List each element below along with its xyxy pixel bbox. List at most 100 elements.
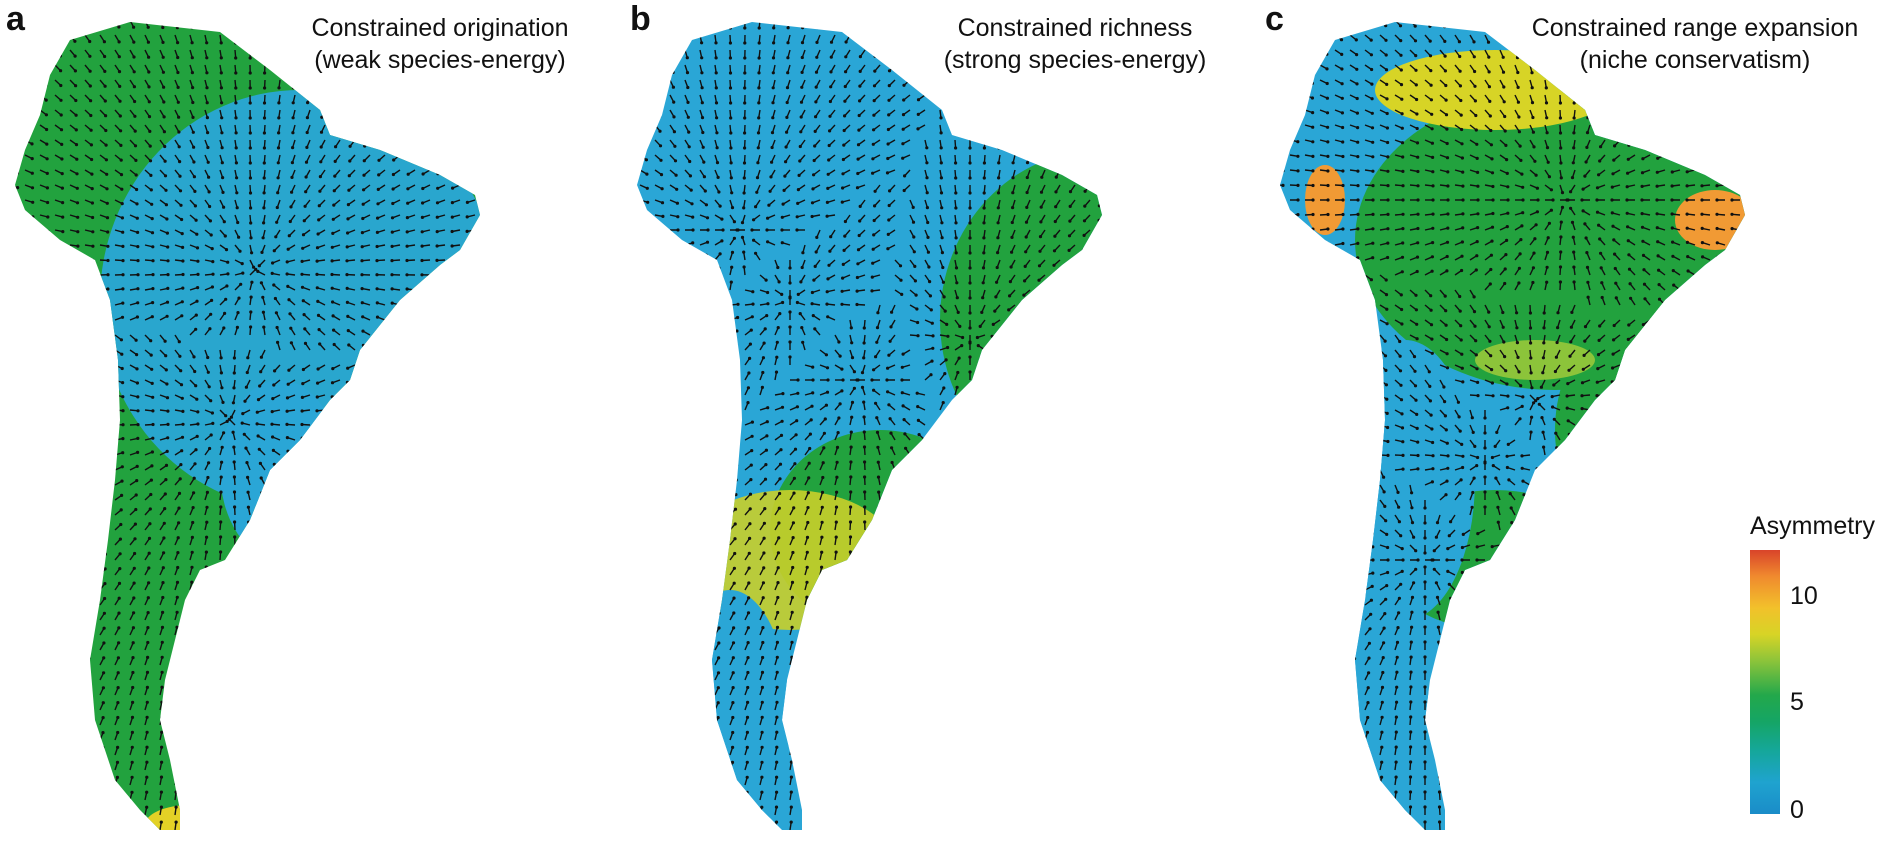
flow-arrow-head xyxy=(526,540,529,543)
flow-arrow xyxy=(453,94,461,101)
flow-arrow-head xyxy=(301,299,305,303)
flow-arrow-head xyxy=(42,836,45,839)
flow-arrow xyxy=(294,837,295,845)
flow-arrow xyxy=(84,288,93,291)
flow-arrow xyxy=(54,302,64,306)
flow-arrow xyxy=(543,542,551,545)
flow-arrow-head xyxy=(135,216,139,220)
flow-arrow-head xyxy=(88,69,92,73)
flow-arrow-head xyxy=(263,835,266,838)
flow-arrow-head xyxy=(274,491,278,495)
flow-arrow-head xyxy=(814,85,818,89)
flow-arrow-head xyxy=(131,670,135,675)
flow-arrow xyxy=(423,124,431,131)
flow-arrow xyxy=(353,837,355,845)
flow-arrow-head xyxy=(175,610,179,614)
flow-arrow-head xyxy=(218,670,222,674)
flow-arrow xyxy=(513,155,520,158)
flow-arrow xyxy=(484,674,490,680)
flow-arrow-head xyxy=(15,68,18,72)
flow-arrow-head xyxy=(601,200,604,203)
flow-arrow-head xyxy=(601,467,604,470)
flow-arrow xyxy=(1086,22,1091,28)
flow-arrow xyxy=(39,379,48,383)
flow-arrow xyxy=(204,731,207,741)
flow-arrow xyxy=(469,22,476,27)
flow-arrow-head xyxy=(542,629,545,632)
flow-arrow-head xyxy=(496,201,499,204)
flow-arrow xyxy=(466,394,476,397)
flow-arrow-head xyxy=(571,526,574,529)
flow-arrow xyxy=(321,64,326,73)
flow-arrow-head xyxy=(275,536,279,540)
flow-arrow-head xyxy=(42,776,46,780)
flow-arrow-head xyxy=(513,733,516,736)
flow-arrow-head xyxy=(331,217,335,221)
flow-arrow-head xyxy=(932,83,936,87)
flow-arrow xyxy=(542,363,550,366)
flow-arrow-head xyxy=(218,640,222,644)
flow-arrow-head xyxy=(287,234,291,238)
flow-arrow-head xyxy=(394,686,398,690)
flow-arrow xyxy=(407,394,416,397)
flow-arrow xyxy=(84,747,89,756)
flow-arrow xyxy=(395,702,401,711)
flow-arrow-head xyxy=(406,187,410,191)
flow-arrow-head xyxy=(42,791,46,795)
flow-arrow xyxy=(248,761,251,771)
flow-arrow-head xyxy=(420,437,424,441)
flow-arrow xyxy=(468,658,476,666)
flow-arrow xyxy=(277,701,281,711)
flow-arrow xyxy=(437,360,446,366)
flow-arrow xyxy=(349,553,356,561)
flow-arrow-head xyxy=(405,230,409,234)
flow-arrow xyxy=(407,379,416,383)
flow-arrow-head xyxy=(115,820,119,824)
flow-arrow xyxy=(204,612,207,621)
flow-arrow-head xyxy=(106,423,110,427)
flow-arrow-head xyxy=(394,55,398,59)
flow-arrow-head xyxy=(189,790,193,794)
flow-arrow-head xyxy=(71,836,74,839)
flow-arrow-head xyxy=(390,230,394,234)
flow-arrow-head xyxy=(333,552,337,556)
flow-arrow-head xyxy=(453,672,457,676)
flow-arrow xyxy=(54,394,63,397)
flow-arrow-head xyxy=(435,452,439,456)
flow-arrow-head xyxy=(336,760,340,765)
flow-arrow-head xyxy=(291,625,295,629)
flow-arrow-head xyxy=(305,611,309,615)
flow-arrow xyxy=(903,49,911,57)
flow-arrow xyxy=(291,567,296,576)
flow-arrow-head xyxy=(410,821,414,825)
flow-arrow-head xyxy=(526,467,529,470)
flow-arrow-head xyxy=(333,174,337,178)
flow-arrow xyxy=(514,630,520,635)
flow-arrow xyxy=(15,496,18,501)
flow-arrow-head xyxy=(29,53,33,58)
flow-arrow xyxy=(654,64,660,73)
flow-arrow xyxy=(498,542,505,545)
flow-arrow-head xyxy=(572,644,575,647)
flow-arrow-head xyxy=(91,244,95,248)
flow-arrow xyxy=(10,748,14,755)
flow-arrow-head xyxy=(391,524,395,528)
flow-arrow-head xyxy=(378,597,382,601)
flow-arrow xyxy=(84,539,92,546)
flow-arrow xyxy=(99,394,109,398)
flow-arrow xyxy=(24,288,34,291)
flow-arrow xyxy=(468,643,476,651)
flow-arrow xyxy=(84,334,93,340)
flow-arrow xyxy=(1145,80,1150,87)
flow-arrow xyxy=(603,35,610,39)
flow-arrow xyxy=(54,554,62,561)
flow-arrow-head xyxy=(360,245,364,249)
flow-arrow xyxy=(99,495,108,501)
flow-arrow xyxy=(557,245,565,246)
flow-arrow-head xyxy=(161,55,165,59)
flow-arrow-head xyxy=(300,395,304,399)
flow-arrow-head xyxy=(305,130,309,135)
flow-arrow-head xyxy=(437,583,441,587)
flow-arrow-head xyxy=(218,745,222,749)
flow-arrow xyxy=(421,452,431,456)
